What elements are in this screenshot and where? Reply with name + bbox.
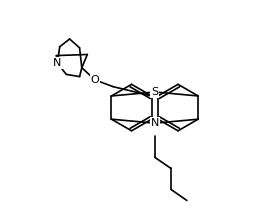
Text: O: O [91, 75, 100, 85]
Text: S: S [151, 87, 158, 97]
Text: N: N [53, 58, 62, 68]
Text: N: N [151, 118, 159, 128]
